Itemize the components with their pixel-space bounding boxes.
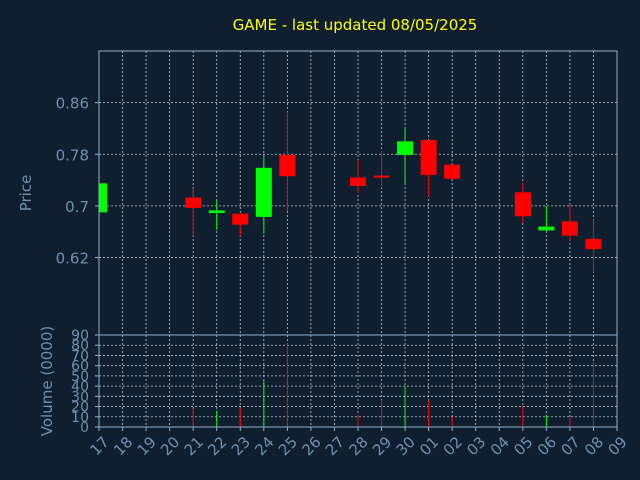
price-panel: 0.62 0.7 0.78 0.86 Price bbox=[17, 50, 618, 336]
x-tick-label: 30 bbox=[393, 433, 419, 459]
candle-body bbox=[420, 140, 437, 175]
x-tick-label: 01 bbox=[416, 433, 442, 459]
x-tick-label: 21 bbox=[181, 433, 207, 459]
volume-tick-label: 80 bbox=[71, 338, 89, 354]
x-tick-label: 08 bbox=[581, 433, 607, 459]
volume-tick-label: 60 bbox=[71, 359, 89, 375]
candle-body bbox=[350, 177, 366, 186]
x-tick-label: 25 bbox=[275, 433, 301, 459]
candle-body bbox=[185, 197, 202, 208]
x-tick-label: 27 bbox=[322, 433, 348, 459]
candle-body bbox=[255, 167, 272, 217]
x-tick-label: 02 bbox=[440, 433, 466, 459]
x-tick-label: 04 bbox=[487, 433, 513, 459]
x-tick-label: 22 bbox=[204, 433, 230, 459]
x-tick-label: 20 bbox=[157, 433, 183, 459]
x-axis-label: Day bbox=[333, 457, 363, 475]
price-candles bbox=[98, 111, 602, 273]
x-tick-label: 07 bbox=[557, 433, 583, 459]
volume-tick-label: 30 bbox=[71, 389, 89, 405]
price-tick-label: 0.7 bbox=[65, 198, 89, 216]
x-tick-label: 18 bbox=[110, 433, 136, 459]
x-axis-ticks: 1718192021222324252627282930010203040506… bbox=[87, 427, 631, 459]
volume-tick-label: 20 bbox=[71, 400, 89, 416]
x-tick-label: 24 bbox=[251, 433, 277, 459]
price-y-ticks: 0.62 0.7 0.78 0.86 bbox=[56, 95, 99, 268]
candle-body bbox=[208, 210, 225, 214]
candle-body bbox=[279, 154, 296, 177]
price-tick-label: 0.86 bbox=[56, 95, 89, 113]
volume-tick-label: 90 bbox=[71, 328, 89, 344]
volume-tick-label: 70 bbox=[71, 348, 89, 364]
price-tick-label: 0.78 bbox=[56, 146, 89, 164]
candle-body bbox=[397, 141, 414, 155]
candle-body bbox=[444, 164, 461, 179]
volume-grid bbox=[98, 334, 618, 428]
x-tick-label: 17 bbox=[87, 433, 113, 459]
candle-body bbox=[538, 226, 555, 231]
x-tick-label: 23 bbox=[228, 433, 254, 459]
candle-body bbox=[585, 238, 602, 250]
volume-axis-label: Volume (0000) bbox=[38, 326, 56, 436]
volume-tick-label: 10 bbox=[71, 410, 89, 426]
candle-body bbox=[561, 221, 578, 236]
x-tick-label: 29 bbox=[369, 433, 395, 459]
chart-title: GAME - last updated 08/05/2025 bbox=[233, 16, 478, 34]
x-tick-label: 26 bbox=[298, 433, 324, 459]
volume-tick-label: 0 bbox=[80, 420, 89, 436]
price-tick-label: 0.62 bbox=[56, 250, 89, 268]
x-tick-label: 03 bbox=[463, 433, 489, 459]
x-tick-label: 05 bbox=[510, 433, 536, 459]
volume-bars bbox=[192, 343, 594, 427]
price-axis-label: Price bbox=[17, 175, 35, 212]
x-tick-label: 28 bbox=[346, 433, 372, 459]
x-tick-label: 19 bbox=[134, 433, 160, 459]
volume-tick-label: 50 bbox=[71, 369, 89, 385]
x-tick-label: 09 bbox=[605, 433, 631, 459]
candle-body bbox=[99, 183, 107, 213]
x-tick-label: 06 bbox=[534, 433, 560, 459]
volume-tick-label: 40 bbox=[71, 379, 89, 395]
candle-body bbox=[373, 175, 390, 178]
candle-body bbox=[232, 213, 249, 225]
candle-body bbox=[514, 192, 531, 217]
